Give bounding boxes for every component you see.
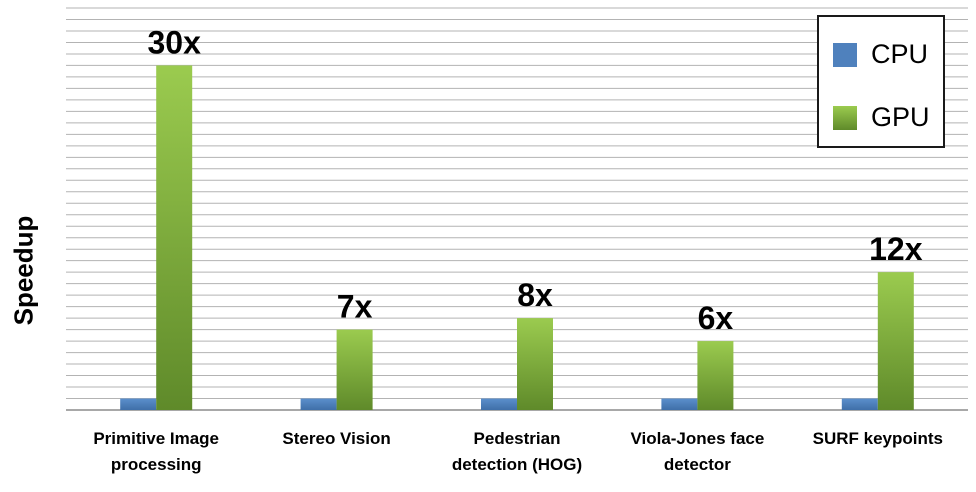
legend-swatch-cpu [833, 42, 857, 67]
data-labels: 30x 7x 8x 6x 12x [148, 24, 923, 336]
category-label: SURF keypoints [812, 429, 943, 448]
y-axis-label-container: Speedup [0, 150, 48, 390]
category-label: Stereo Vision [282, 429, 391, 448]
legend-label-gpu: GPU [871, 102, 930, 132]
legend-item-cpu: CPU [833, 39, 928, 70]
data-label: 8x [517, 277, 553, 313]
y-axis-label: Speedup [8, 215, 39, 325]
category-label: Pedestrian detection (HOG) [451, 429, 583, 474]
bar-cpu [841, 398, 878, 410]
data-label: 6x [698, 300, 734, 336]
legend: CPU GPU [817, 15, 945, 148]
bar-gpu [877, 272, 914, 410]
data-label: 30x [148, 24, 202, 60]
data-label: 7x [337, 289, 373, 325]
legend-label-cpu: CPU [871, 39, 929, 69]
bar-cpu [120, 398, 157, 410]
legend-swatch-gpu [833, 105, 857, 130]
bar-gpu [336, 329, 373, 410]
bar-cpu [661, 398, 698, 410]
bar-cpu [481, 398, 517, 410]
bars [120, 65, 914, 410]
bar-gpu [697, 341, 734, 410]
bar-cpu [300, 398, 337, 410]
category-label: Viola-Jones face detector [630, 429, 765, 474]
bar-gpu [517, 318, 553, 410]
category-label: Primitive Image processing [93, 429, 220, 474]
legend-item-gpu: GPU [833, 102, 930, 133]
data-label: 12x [869, 231, 923, 267]
bar-gpu [156, 65, 193, 410]
